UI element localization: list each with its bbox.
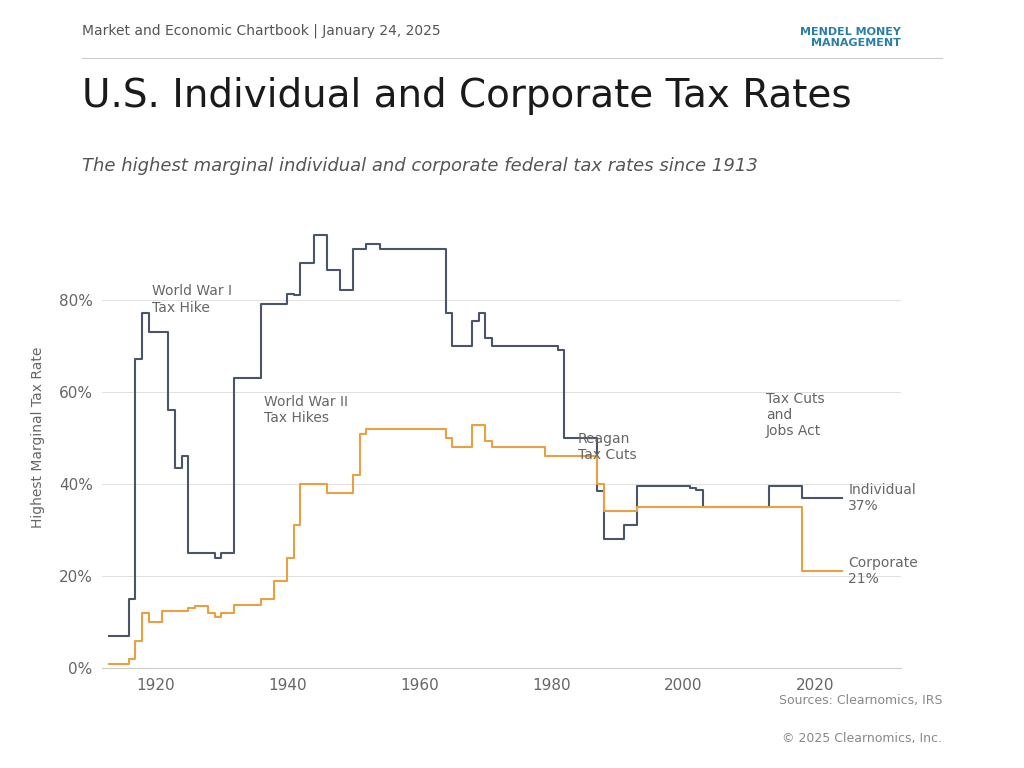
- Text: © 2025 Clearnomics, Inc.: © 2025 Clearnomics, Inc.: [782, 732, 942, 745]
- Text: World War II
Tax Hikes: World War II Tax Hikes: [264, 395, 348, 425]
- Text: Sources: Clearnomics, IRS: Sources: Clearnomics, IRS: [778, 694, 942, 707]
- Text: The highest marginal individual and corporate federal tax rates since 1913: The highest marginal individual and corp…: [82, 157, 758, 175]
- Text: Tax Cuts
and
Jobs Act: Tax Cuts and Jobs Act: [766, 392, 824, 438]
- Text: Reagan
Tax Cuts: Reagan Tax Cuts: [578, 432, 636, 462]
- Text: MENDEL MONEY
MANAGEMENT: MENDEL MONEY MANAGEMENT: [800, 27, 901, 48]
- Text: Individual
37%: Individual 37%: [848, 482, 916, 513]
- Y-axis label: Highest Marginal Tax Rate: Highest Marginal Tax Rate: [31, 347, 45, 528]
- Text: Corporate
21%: Corporate 21%: [848, 556, 919, 587]
- Text: U.S. Individual and Corporate Tax Rates: U.S. Individual and Corporate Tax Rates: [82, 77, 852, 114]
- Text: World War I
Tax Hike: World War I Tax Hike: [152, 284, 231, 315]
- Text: Market and Economic Chartbook | January 24, 2025: Market and Economic Chartbook | January …: [82, 23, 440, 38]
